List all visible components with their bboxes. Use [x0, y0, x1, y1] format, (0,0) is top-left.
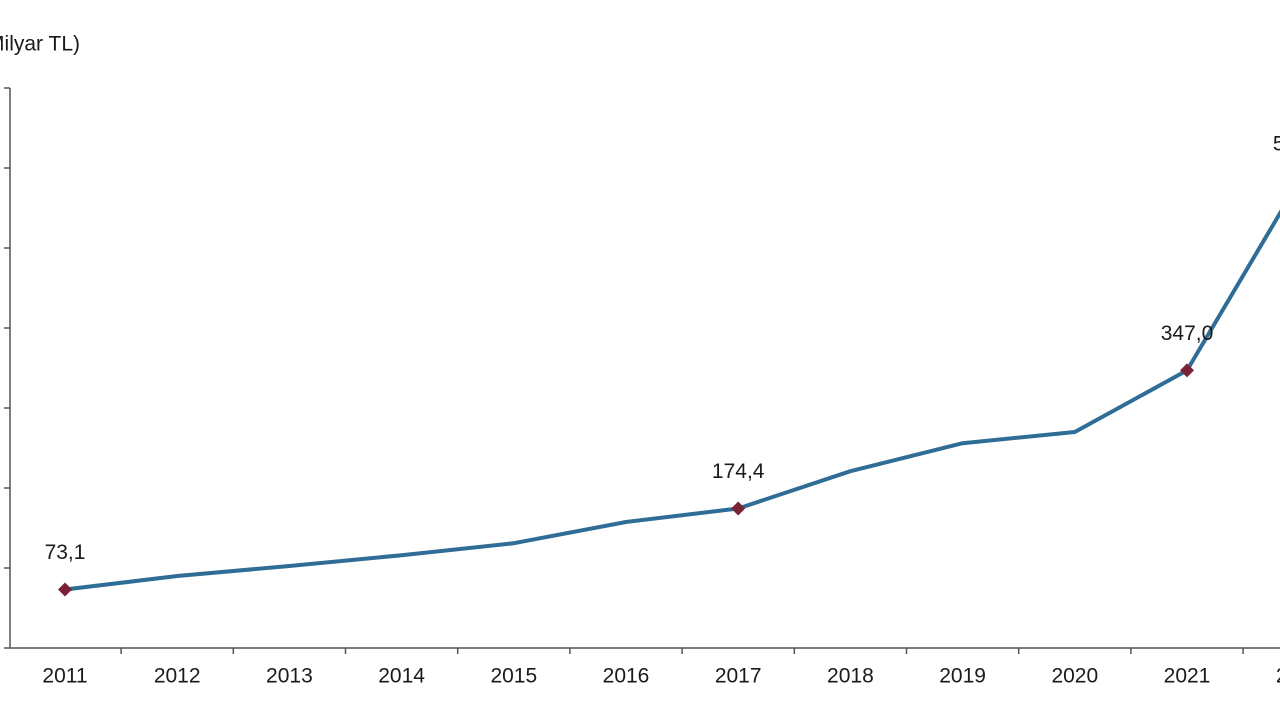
x-tick-label: 2013: [266, 665, 313, 688]
value-label: 174,4: [712, 460, 765, 483]
x-tick-label: 2019: [939, 665, 986, 688]
x-tick-label: 2015: [490, 665, 537, 688]
x-tick-label: 2014: [378, 665, 425, 688]
x-tick-label: 2022: [1276, 665, 1280, 688]
x-tick-label: 2020: [1051, 665, 1098, 688]
x-tick-label: 2017: [715, 665, 762, 688]
x-tick-label: 2011: [42, 665, 87, 688]
value-label: 73,1: [45, 541, 86, 564]
value-label: 584,0: [1273, 132, 1280, 155]
x-tick-label: 2018: [827, 665, 874, 688]
data-line: [64, 209, 1280, 592]
data-marker: [731, 501, 746, 516]
x-tick-label: 2016: [603, 665, 650, 688]
data-marker: [1180, 363, 1194, 378]
data-marker: [58, 582, 72, 597]
x-tick-label: 2021: [1164, 665, 1211, 688]
value-label: 347,0: [1161, 322, 1214, 345]
x-tick-label: 2012: [154, 665, 201, 688]
chart-title: (Milyar TL): [0, 33, 80, 56]
